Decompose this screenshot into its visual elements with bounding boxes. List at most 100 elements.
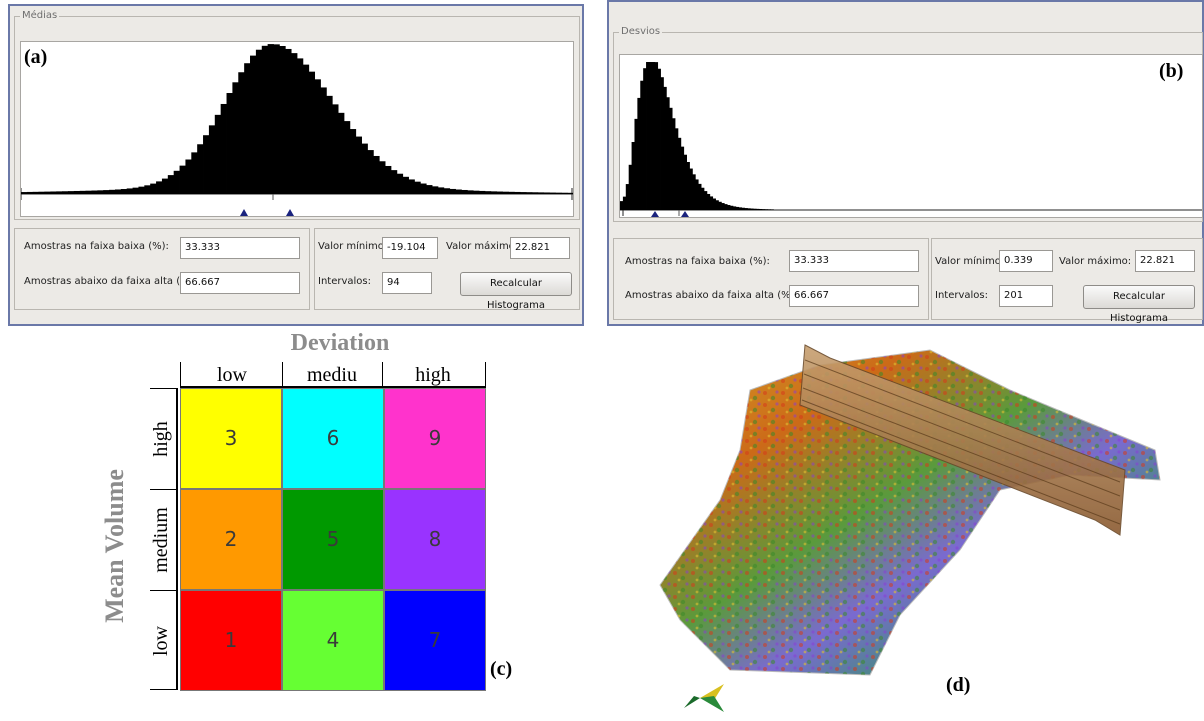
histogram-bar [91, 190, 98, 194]
histogram-bar [567, 192, 573, 194]
range-group [314, 228, 580, 310]
histogram-bar [543, 192, 550, 194]
row-header-low: low [150, 626, 172, 656]
high-samples-input[interactable]: 66.667 [789, 285, 919, 307]
histogram-bar [689, 168, 693, 210]
histogram-bar [279, 46, 286, 194]
histogram-bar [761, 209, 766, 210]
histogram-bar [484, 191, 492, 194]
histogram-bar [724, 204, 728, 210]
recalculate-histogram-button[interactable]: Recalcular Histograma [460, 272, 572, 311]
histogram-bar [343, 121, 351, 194]
histogram-bar [126, 188, 133, 194]
histogram-plot [20, 41, 574, 217]
histogram-bar [26, 191, 34, 194]
histogram-bar [185, 159, 192, 194]
histogram-bar [479, 190, 486, 194]
max-value-input[interactable]: 22.821 [510, 237, 570, 259]
figure-tag-c: (c) [490, 658, 513, 680]
min-value-input[interactable]: 0.339 [999, 250, 1053, 272]
histogram-bar [727, 205, 731, 210]
histogram-bar [408, 179, 415, 194]
row-header-medium: medium [150, 507, 172, 573]
intervals-label: Intervalos: [318, 276, 371, 287]
histogram-bar [449, 188, 456, 194]
histogram-bar [355, 136, 362, 194]
volume-surface-texture [660, 350, 1160, 675]
histogram-bar [114, 189, 122, 194]
matrix-cell-4: 4 [282, 590, 384, 691]
histogram-bar [648, 62, 653, 210]
high-samples-label: Amostras abaixo da faixa alta (%): [24, 276, 197, 287]
histogram-bar [320, 87, 327, 194]
histogram-bar [651, 62, 656, 210]
row-header-frame [150, 388, 178, 690]
histogram-bar [531, 192, 539, 194]
histogram-bar [549, 192, 556, 194]
histogram-bar [291, 53, 298, 195]
intervals-input[interactable]: 94 [382, 272, 432, 294]
histogram-bar [698, 183, 702, 210]
histogram-bar [508, 191, 515, 194]
max-value-input[interactable]: 22.821 [1135, 250, 1195, 272]
histogram-bar [703, 191, 708, 210]
histogram-bar [361, 143, 368, 194]
histogram-bar [208, 125, 216, 194]
histogram-bar [285, 48, 292, 195]
histogram-bar [712, 198, 716, 210]
histogram-legend-title: Desvios [619, 26, 663, 37]
histogram-bar [715, 200, 719, 210]
max-value-label: Valor máximo: [446, 241, 519, 252]
histogram-bar [709, 196, 714, 210]
histogram-bar [314, 79, 321, 194]
histogram-bar [44, 191, 51, 194]
histogram-bar [750, 208, 754, 210]
histogram-bar [38, 191, 45, 194]
histogram-bar [502, 191, 509, 194]
high-samples-label: Amostras abaixo da faixa alta (%): [625, 290, 798, 301]
histogram-bar [161, 178, 169, 194]
histogram-bar [677, 137, 682, 210]
histogram-bar [706, 193, 711, 210]
histogram-bar [437, 187, 445, 194]
histogram-bar [97, 190, 104, 194]
section-plane-strata [801, 359, 1121, 525]
samples-group [613, 238, 929, 320]
histogram-bar [179, 165, 186, 194]
compass-arrow-icon [684, 684, 724, 712]
histogram-bar [680, 146, 685, 210]
low-samples-input[interactable]: 33.333 [180, 237, 300, 259]
histogram-bar [385, 165, 392, 194]
histogram-bar [695, 179, 699, 210]
histogram-bar [79, 190, 86, 194]
column-header-medium: mediu [307, 364, 357, 386]
histogram-bar [308, 71, 316, 194]
histogram-legend-title: Médias [20, 10, 60, 21]
histogram-bar [637, 97, 641, 210]
high-samples-input[interactable]: 66.667 [180, 272, 300, 294]
histogram-bar [625, 184, 630, 210]
histogram-bar [332, 104, 339, 194]
histogram-bar [402, 176, 409, 194]
histogram-bar [764, 209, 769, 210]
intervals-input[interactable]: 201 [999, 285, 1053, 307]
min-value-input[interactable]: -19.104 [382, 237, 438, 259]
column-divider [282, 362, 283, 386]
column-header-low: low [217, 364, 247, 386]
intervals-label: Intervalos: [935, 290, 988, 301]
recalculate-histogram-button[interactable]: Recalcular Histograma [1083, 285, 1195, 324]
histogram-bar [255, 49, 263, 194]
histogram-bar [267, 44, 274, 194]
vertical-section-plane [799, 344, 1126, 536]
histogram-bar [226, 93, 233, 194]
histogram-bar [622, 196, 627, 210]
histogram-panel-deviations: Desvios (b) Amostras na faixa baixa (%):… [607, 0, 1204, 326]
histogram-bar [744, 208, 748, 210]
histogram-bar [21, 192, 28, 194]
histogram-bar [103, 190, 110, 194]
low-samples-input[interactable]: 33.333 [789, 250, 919, 272]
histogram-bar [379, 161, 386, 194]
histogram-chart [21, 44, 573, 216]
histogram-bar [753, 208, 757, 210]
